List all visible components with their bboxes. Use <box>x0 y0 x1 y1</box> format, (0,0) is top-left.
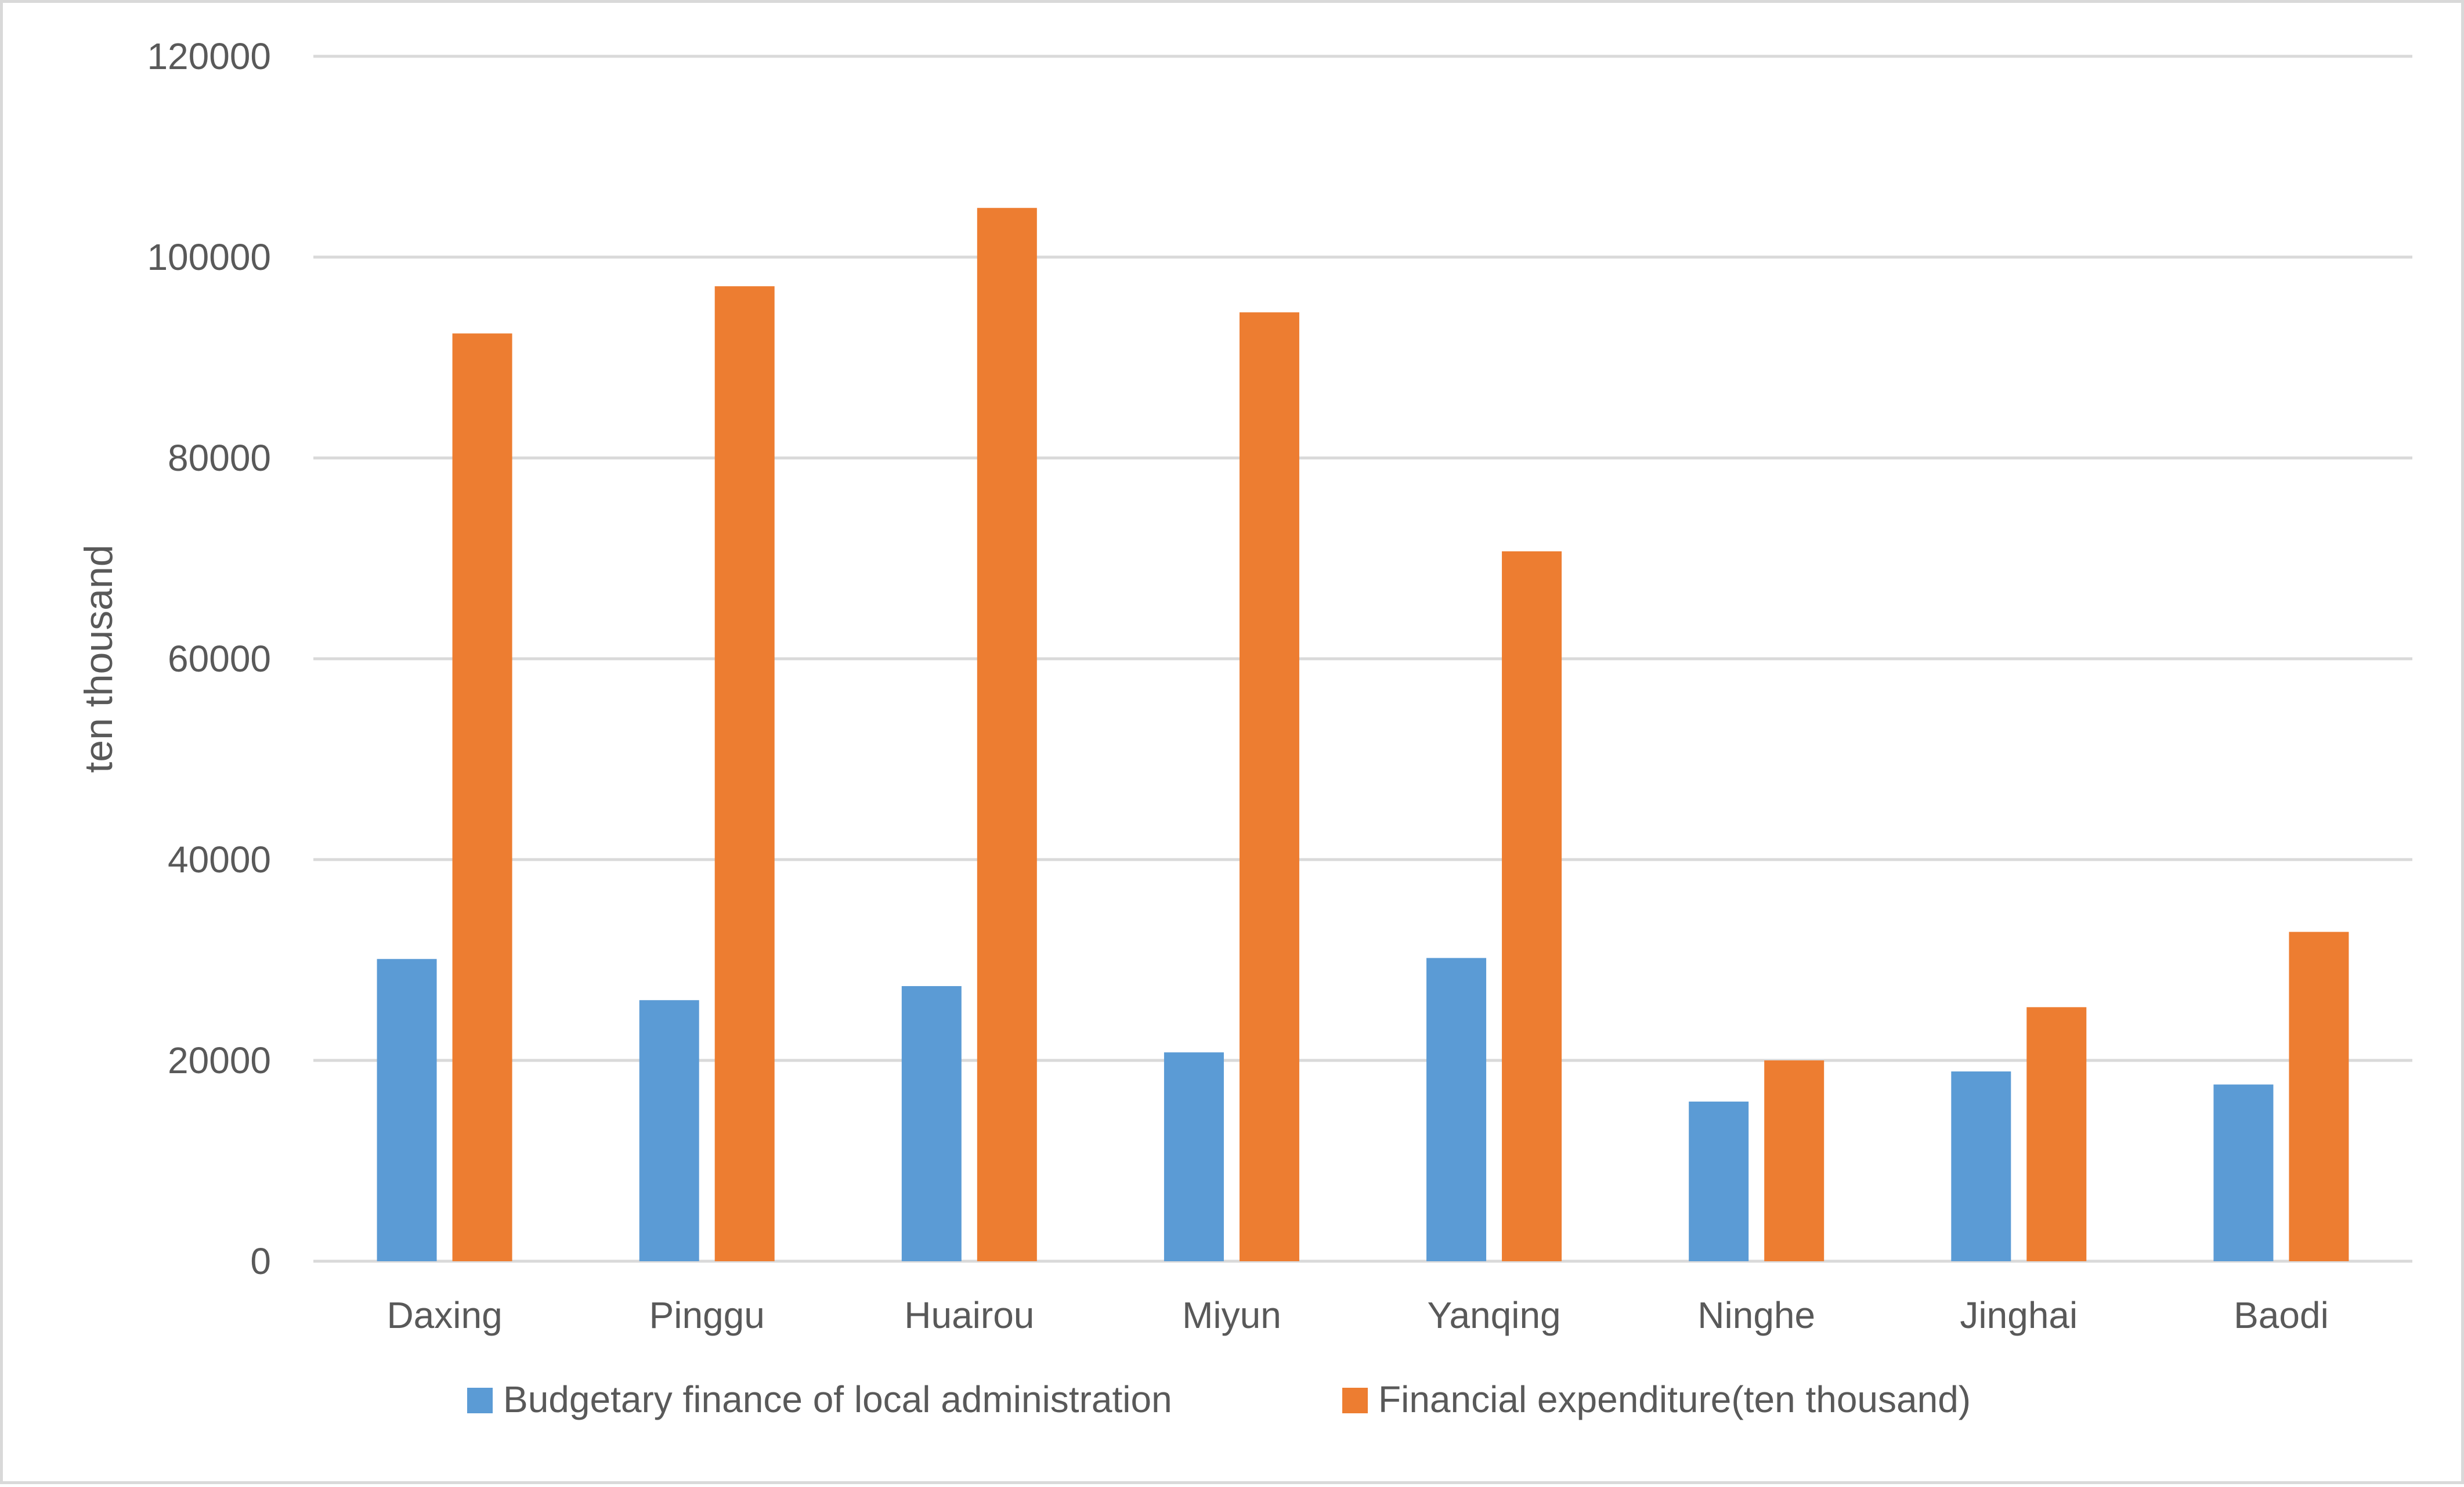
y-tick-label: 120000 <box>147 35 271 77</box>
bar-financial-expenditure-pinggu <box>714 286 775 1261</box>
y-tick-label: 20000 <box>168 1040 271 1081</box>
y-tick-label: 0 <box>250 1240 271 1282</box>
x-tick-label: Pinggu <box>649 1294 765 1336</box>
bar-budgetary-finance-huairou <box>901 986 962 1261</box>
y-tick-label: 60000 <box>168 638 271 680</box>
x-tick-label: Miyun <box>1182 1294 1281 1336</box>
bar-budgetary-finance-miyun <box>1164 1052 1224 1261</box>
legend-label: Financial expenditure(ten thousand) <box>1378 1378 1971 1420</box>
legend-swatch <box>1342 1388 1368 1413</box>
x-tick-label: Huairou <box>904 1294 1034 1336</box>
bar-budgetary-finance-pinggu <box>639 1000 699 1261</box>
bar-budgetary-finance-yanqing <box>1426 958 1487 1261</box>
y-axis-label: ten thousand <box>77 544 121 773</box>
y-tick-label: 100000 <box>147 236 271 278</box>
y-tick-label: 40000 <box>168 839 271 880</box>
x-tick-label: Yanqing <box>1428 1294 1561 1336</box>
bar-financial-expenditure-huairou <box>977 208 1037 1262</box>
bar-budgetary-finance-ninghe <box>1689 1101 1749 1261</box>
bar-financial-expenditure-yanqing <box>1502 551 1562 1261</box>
bar-financial-expenditure-daxing <box>452 333 512 1261</box>
bar-budgetary-finance-baodi <box>2213 1084 2274 1261</box>
bar-budgetary-finance-jinghai <box>1951 1071 2011 1261</box>
bar-financial-expenditure-baodi <box>2289 932 2349 1261</box>
legend-swatch <box>467 1388 493 1413</box>
bar-financial-expenditure-ninghe <box>1764 1060 1824 1261</box>
bar-chart: 0 20000 40000 60000 80000 100000 120000 ten tho… <box>77 35 2412 1420</box>
x-tick-label: Baodi <box>2234 1294 2329 1336</box>
x-tick-label: Jinghai <box>1960 1294 2078 1336</box>
legend-label: Budgetary finance of local administratio… <box>503 1378 1172 1420</box>
x-tick-label: Daxing <box>386 1294 502 1336</box>
y-tick-label: 80000 <box>168 437 271 479</box>
bar-financial-expenditure-miyun <box>1239 312 1299 1261</box>
bar-budgetary-finance-daxing <box>377 959 437 1261</box>
x-tick-label: Ninghe <box>1697 1294 1815 1336</box>
bar-financial-expenditure-jinghai <box>2026 1007 2087 1261</box>
